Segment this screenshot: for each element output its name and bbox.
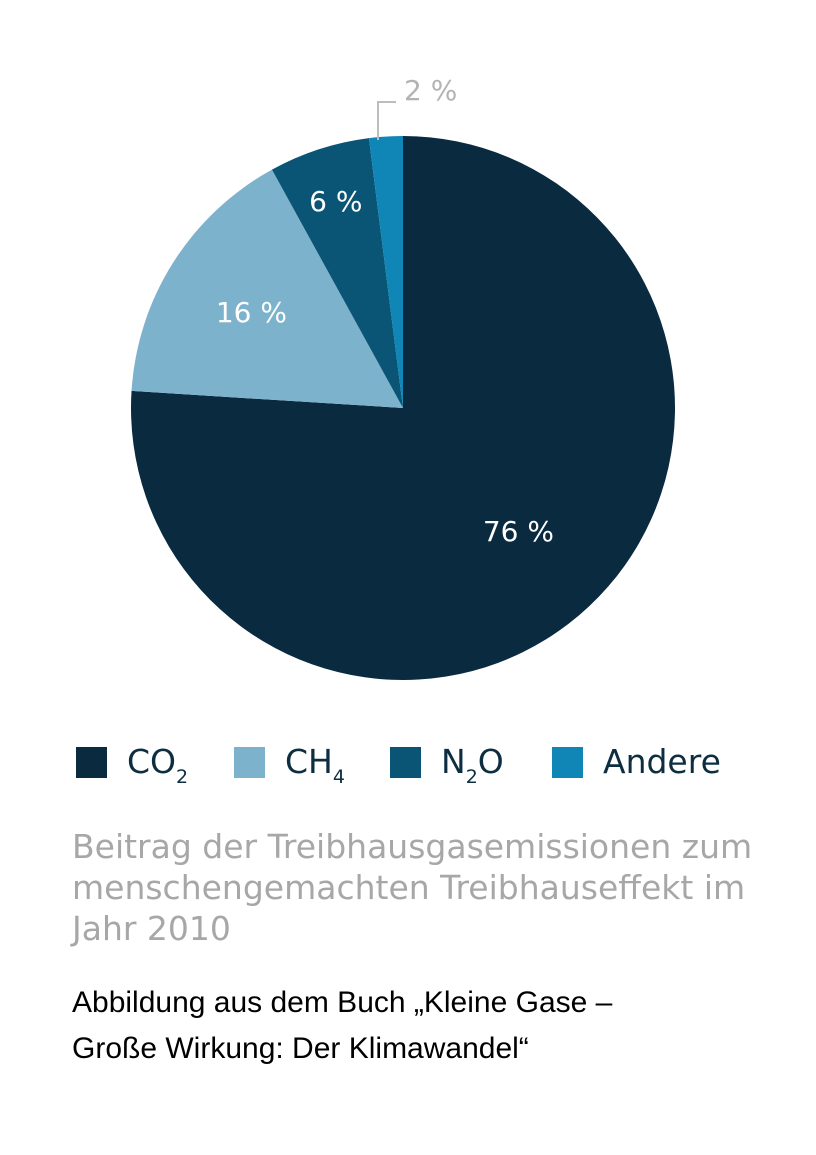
legend-swatch-ch4 [234,747,265,778]
chart-caption: Beitrag der Treibhausgasemissionen zum m… [72,826,772,949]
chart-caption-line-2: menschengemachten Treibhauseffekt im [72,868,746,907]
pie-data-labels: 76 % 16 % 6 % 2 % [216,74,554,548]
legend-item-ch4: CH4 [234,740,345,790]
legend-item-n2o: N2O [390,740,504,790]
legend-item-andere: Andere [552,740,721,790]
callout-leader-line [377,101,396,140]
pie-chart: 76 % 16 % 6 % 2 % [131,74,676,681]
data-label-ch4: 16 % [216,296,287,329]
legend-label-co2: CO2 [127,742,189,788]
data-label-andere: 2 % [404,74,457,107]
source-note-line-1: Abbildung aus dem Buch „Kleine Gase – [72,986,613,1019]
data-label-co2: 76 % [483,515,554,548]
chart-caption-line-3: Jahr 2010 [72,909,231,948]
legend-label-n2o: N2O [441,742,504,788]
legend-swatch-andere [552,747,583,778]
pie-slice-andere [368,135,403,408]
pie-slice-ch4 [131,169,404,408]
data-label-n2o: 6 % [309,185,362,218]
pie-slices [131,135,676,681]
source-note: Abbildung aus dem Buch „Kleine Gase – Gr… [72,980,792,1072]
legend-swatch-co2 [76,747,107,778]
legend-swatch-n2o [390,747,421,778]
pie-slice-co2 [131,136,676,681]
legend-label-andere: Andere [603,742,721,781]
legend-item-co2: CO2 [76,740,188,790]
legend: CO2 CH4 N2O Andere [76,740,776,790]
source-note-line-2: Große Wirkung: Der Klimawandel“ [72,1032,529,1065]
legend-label-ch4: CH4 [285,742,345,788]
chart-caption-line-1: Beitrag der Treibhausgasemissionen zum [72,827,753,866]
pie-slice-n2o [271,138,403,408]
